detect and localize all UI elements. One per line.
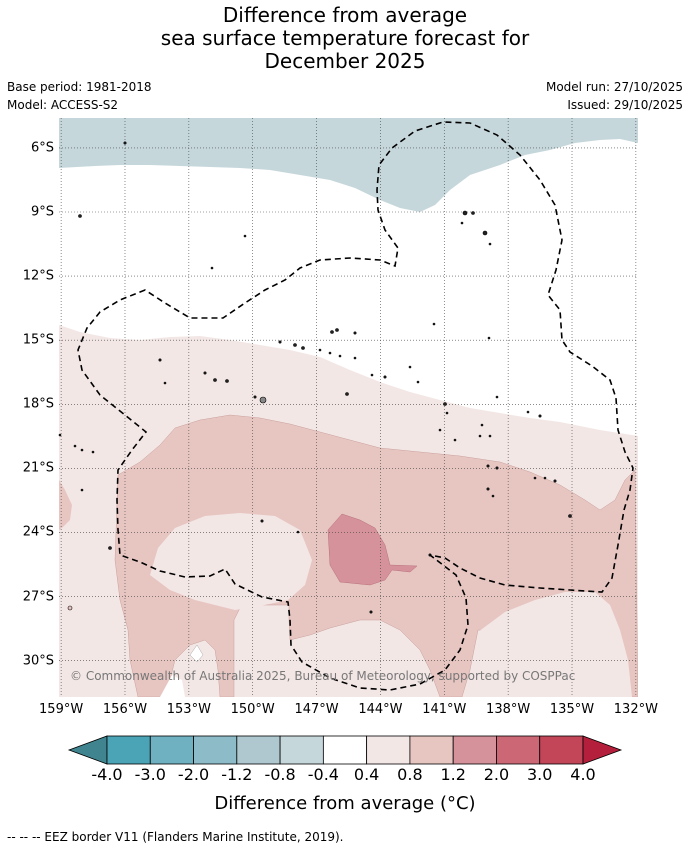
lon-tick-label: 156°W	[102, 702, 148, 717]
left-warm-patch	[59, 480, 72, 530]
colorbar-title: Difference from average (°C)	[214, 793, 476, 814]
chart-title: Difference from average sea surface temp…	[0, 4, 690, 73]
lat-tick-label: 27°S	[22, 589, 54, 605]
lat-tick-label: 15°S	[22, 332, 54, 348]
lon-tick-label: 132°W	[613, 702, 658, 717]
lon-tick-label: 153°W	[166, 702, 211, 717]
lat-tick-label: 24°S	[22, 524, 54, 540]
lat-tick-label: 21°S	[22, 460, 54, 476]
lon-tick-label: 150°W	[230, 702, 275, 717]
colorbar-tick-label: -2.0	[177, 765, 210, 784]
lon-tick-label: 159°W	[39, 702, 84, 717]
warm-light-hole-2	[478, 592, 632, 697]
colorbar-tick-label: 2.0	[483, 765, 510, 784]
meta-right: Model run: 27/10/2025 Issued: 29/10/2025	[546, 78, 683, 114]
model-run: Model run: 27/10/2025	[545, 80, 683, 94]
islands	[58, 141, 572, 614]
warm-strong-region	[327, 513, 418, 586]
colorbar-extend-low	[67, 735, 108, 765]
lat-tick-label: 18°S	[22, 396, 54, 412]
base-period: Base period: 1981-2018	[7, 80, 152, 94]
colorbar	[67, 735, 623, 765]
colorbar-tick-label: 3.0	[526, 765, 553, 784]
lon-tick-label: 144°W	[358, 702, 403, 717]
colorbar-tick-label: -3.0	[134, 765, 166, 784]
colorbar-bin	[366, 735, 411, 765]
colorbar-bin	[106, 735, 151, 765]
colorbar-tick-label: 4.0	[570, 765, 596, 784]
meta-left: Base period: 1981-2018 Model: ACCESS-S2	[7, 78, 152, 114]
colorbar-extend-high	[582, 735, 623, 765]
colorbar-bin	[452, 735, 497, 765]
colorbar-bin	[496, 735, 541, 765]
colorbar-bin	[409, 735, 454, 765]
colorbar-tick-label: 0.4	[353, 765, 380, 784]
colorbar-bin	[539, 735, 584, 765]
colorbar-tick-label: 0.8	[397, 765, 423, 784]
colorbar-bin	[236, 735, 281, 765]
colorbar-tick-label: -0.4	[307, 765, 339, 784]
colorbar-tick-label: -0.8	[264, 765, 296, 784]
title-line-1: Difference from average	[222, 3, 468, 27]
grey-island-patch	[189, 644, 204, 663]
lon-tick-label: 135°W	[549, 702, 595, 717]
colorbar-bin	[322, 735, 368, 765]
eez-border	[77, 121, 634, 691]
model-name: Model: ACCESS-S2	[7, 98, 119, 112]
copyright-note: © Commonwealth of Australia 2025, Bureau…	[70, 669, 576, 683]
lat-tick-label: 12°S	[22, 268, 54, 284]
title-line-3: December 2025	[264, 49, 426, 73]
map-fields	[59, 118, 638, 697]
colorbar-bin	[149, 735, 194, 765]
issued-date: Issued: 29/10/2025	[567, 98, 683, 112]
cool-anomaly-region	[59, 118, 638, 212]
eez-legend-note: -- -- -- EEZ border V11 (Flanders Marine…	[7, 830, 344, 844]
lat-tick-label: 6°S	[30, 140, 54, 156]
lat-tick-label: 30°S	[22, 653, 54, 669]
colorbar-bin	[279, 735, 324, 765]
colorbar-tick-label: -4.0	[91, 765, 123, 784]
graticule	[59, 118, 638, 697]
lon-tick-label: 141°W	[422, 702, 467, 717]
colorbar-bin	[193, 735, 238, 765]
lon-tick-label: 147°W	[294, 702, 339, 717]
colorbar-tick-label: -1.2	[221, 765, 253, 784]
title-line-2: sea surface temperature forecast for	[160, 26, 530, 50]
colorbar-tick-label: 1.2	[440, 765, 466, 784]
lat-tick-label: 9°S	[30, 204, 54, 220]
lon-tick-label: 138°W	[486, 702, 531, 717]
white-corner-patch	[160, 675, 185, 697]
warm-light-hole-1	[150, 513, 312, 610]
